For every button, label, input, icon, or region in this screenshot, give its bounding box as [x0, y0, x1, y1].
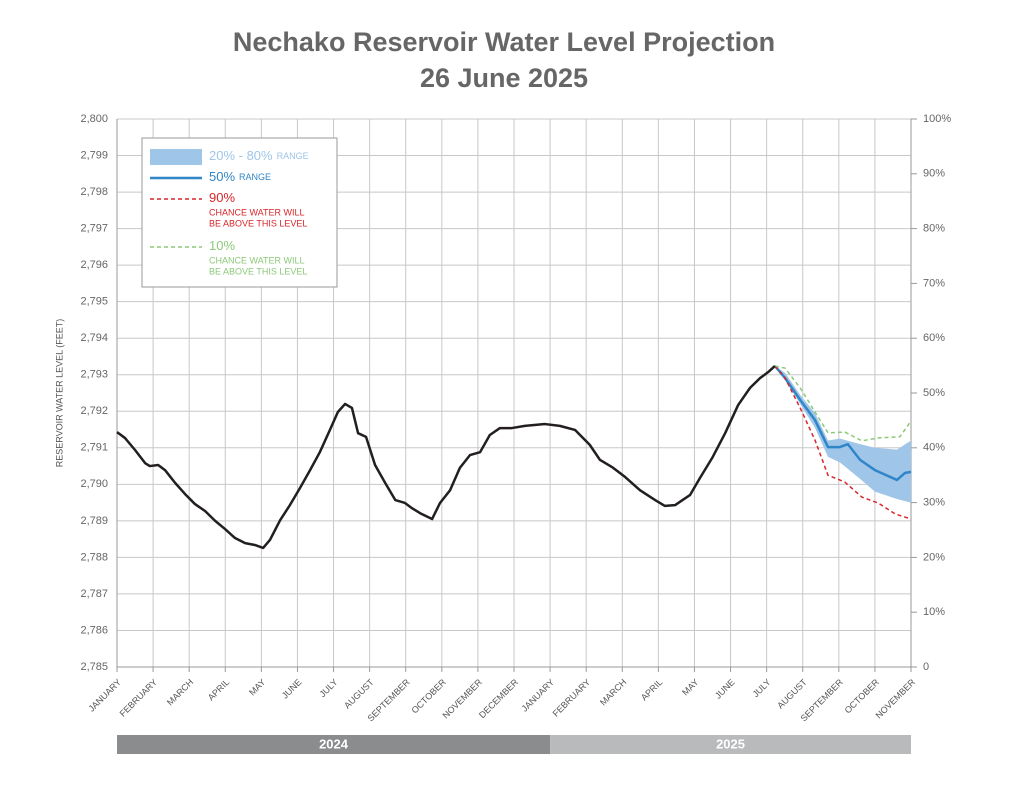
chart-subtitle: 26 June 2025 [420, 63, 588, 93]
range-band [774, 365, 911, 503]
legend-name: 50% [209, 169, 235, 184]
year-band [117, 735, 551, 754]
legend-label: 20% - 80% RANGE [209, 148, 309, 163]
y-tick-label: 2,790 [80, 478, 108, 490]
legend-note: BE ABOVE THIS LEVEL [209, 218, 307, 228]
series-line [773, 365, 912, 482]
x-tick-label: FEBRUARY [118, 677, 160, 719]
x-tick-label: FEBRUARY [551, 677, 593, 719]
x-tick-label: AUGUST [775, 677, 809, 711]
y2-tick-label: 90% [923, 168, 945, 180]
x-tick-label: JULY [317, 677, 339, 699]
legend-note: BE ABOVE THIS LEVEL [209, 266, 307, 276]
x-tick-label: JUNE [713, 677, 737, 701]
y-tick-label: 2,788 [80, 551, 108, 563]
x-tick-label: MAY [247, 677, 267, 697]
legend-name: 10% [209, 238, 235, 253]
y2-tick-label: 30% [923, 497, 945, 509]
legend-label: 50% RANGE [209, 169, 271, 184]
y-tick-label: 2,785 [80, 661, 108, 673]
y2-tick-label: 0 [923, 661, 929, 673]
x-tick-label: OCTOBER [843, 677, 882, 716]
x-tick-label: MARCH [598, 677, 628, 707]
y-tick-label: 2,798 [80, 186, 108, 198]
y-tick-label: 2,796 [80, 259, 108, 271]
y2-tick-label: 60% [923, 332, 945, 344]
y-axis-label: RESERVOIR WATER LEVEL (FEET) [54, 319, 64, 468]
legend-label: 90% [209, 190, 235, 205]
chart-title: Nechako Reservoir Water Level Projection [233, 27, 775, 57]
series-line [774, 365, 912, 442]
y2-tick-label: 100% [923, 113, 951, 125]
y-tick-label: 2,800 [80, 113, 108, 125]
y-tick-label: 2,791 [80, 442, 108, 454]
x-tick-label: OCTOBER [409, 677, 448, 716]
y-tick-label: 2,787 [80, 588, 108, 600]
x-tick-label: DECEMBER [477, 677, 520, 720]
y2-tick-label: 50% [923, 387, 945, 399]
x-tick-label: JUNE [280, 677, 304, 701]
y2-tick-label: 20% [923, 551, 945, 563]
y-tick-label: 2,794 [80, 332, 108, 344]
year-band [550, 735, 911, 754]
legend-label: 10% [209, 238, 235, 253]
x-tick-label: APRIL [639, 677, 664, 702]
y2-tick-label: 70% [923, 277, 945, 289]
y2-tick-label: 40% [923, 442, 945, 454]
y-tick-label: 2,799 [80, 149, 108, 161]
series-line [116, 365, 776, 550]
y-tick-label: 2,789 [80, 515, 108, 527]
y-tick-label: 2,786 [80, 624, 108, 636]
series-line [774, 365, 912, 520]
legend-name: 90% [209, 190, 235, 205]
y-tick-label: 2,795 [80, 296, 108, 308]
y-tick-label: 2,793 [80, 369, 108, 381]
x-tick-label: JANUARY [86, 677, 123, 714]
legend-name: 20% - 80% [209, 148, 273, 163]
y-tick-label: 2,792 [80, 405, 108, 417]
legend-swatch [150, 149, 202, 165]
legend-note: CHANCE WATER WILL [209, 255, 305, 265]
legend-note: CHANCE WATER WILL [209, 207, 305, 217]
y2-tick-label: 10% [923, 606, 945, 618]
legend: 20% - 80% RANGE 50% RANGE 90% CHANCE WATER WI… [141, 137, 338, 288]
x-tick-label: JANUARY [520, 677, 557, 714]
y-tick-label: 2,797 [80, 223, 108, 235]
x-tick-label: AUGUST [342, 677, 376, 711]
y2-tick-label: 80% [923, 223, 945, 235]
x-tick-label: MAY [680, 677, 700, 697]
x-tick-label: APRIL [206, 677, 231, 702]
year-label: 2024 [319, 736, 349, 751]
legend-note: RANGE [277, 151, 309, 161]
x-tick-label: MARCH [165, 677, 195, 707]
legend-note: RANGE [239, 172, 271, 182]
x-tick-label: JULY [751, 677, 773, 699]
year-label: 2025 [716, 736, 745, 751]
